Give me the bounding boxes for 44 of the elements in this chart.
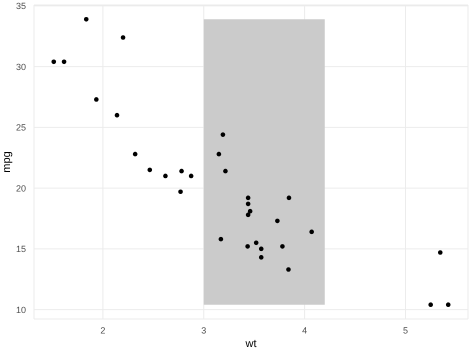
y-tick-label: 10	[16, 304, 26, 315]
point	[428, 302, 433, 308]
point	[147, 168, 152, 172]
y-tick-label: 25	[16, 122, 26, 133]
point	[275, 218, 280, 224]
point	[246, 202, 250, 206]
point	[132, 152, 138, 156]
point	[51, 59, 56, 64]
point	[179, 168, 184, 174]
point	[258, 246, 264, 252]
point	[62, 59, 66, 64]
x-tick-label: 4	[302, 325, 308, 336]
point	[188, 174, 194, 178]
point	[438, 250, 443, 255]
point	[114, 112, 120, 118]
point	[120, 35, 126, 40]
point	[248, 208, 252, 214]
point	[286, 267, 291, 272]
point	[220, 132, 226, 137]
point	[309, 230, 314, 234]
point	[245, 244, 250, 249]
point	[446, 302, 451, 308]
point	[178, 189, 183, 194]
point	[163, 174, 168, 178]
point	[218, 236, 224, 242]
y-tick-label: 30	[16, 62, 26, 72]
point	[286, 196, 292, 200]
point	[94, 97, 99, 102]
point	[280, 244, 285, 249]
x-axis-title: wt	[244, 338, 256, 350]
x-tick-label: 2	[100, 325, 106, 336]
x-tick-label: 3	[201, 325, 206, 336]
y-tick-label: 35	[16, 1, 26, 12]
y-axis-title: mpg	[0, 151, 13, 173]
point	[246, 196, 250, 200]
x-tick-label: 5	[402, 325, 408, 336]
point	[258, 255, 264, 260]
point	[84, 16, 89, 22]
point	[254, 240, 258, 246]
point	[223, 168, 228, 174]
point	[246, 212, 250, 218]
y-tick-label: 20	[16, 183, 26, 194]
y-tick-label: 15	[16, 244, 26, 254]
point	[216, 152, 222, 156]
